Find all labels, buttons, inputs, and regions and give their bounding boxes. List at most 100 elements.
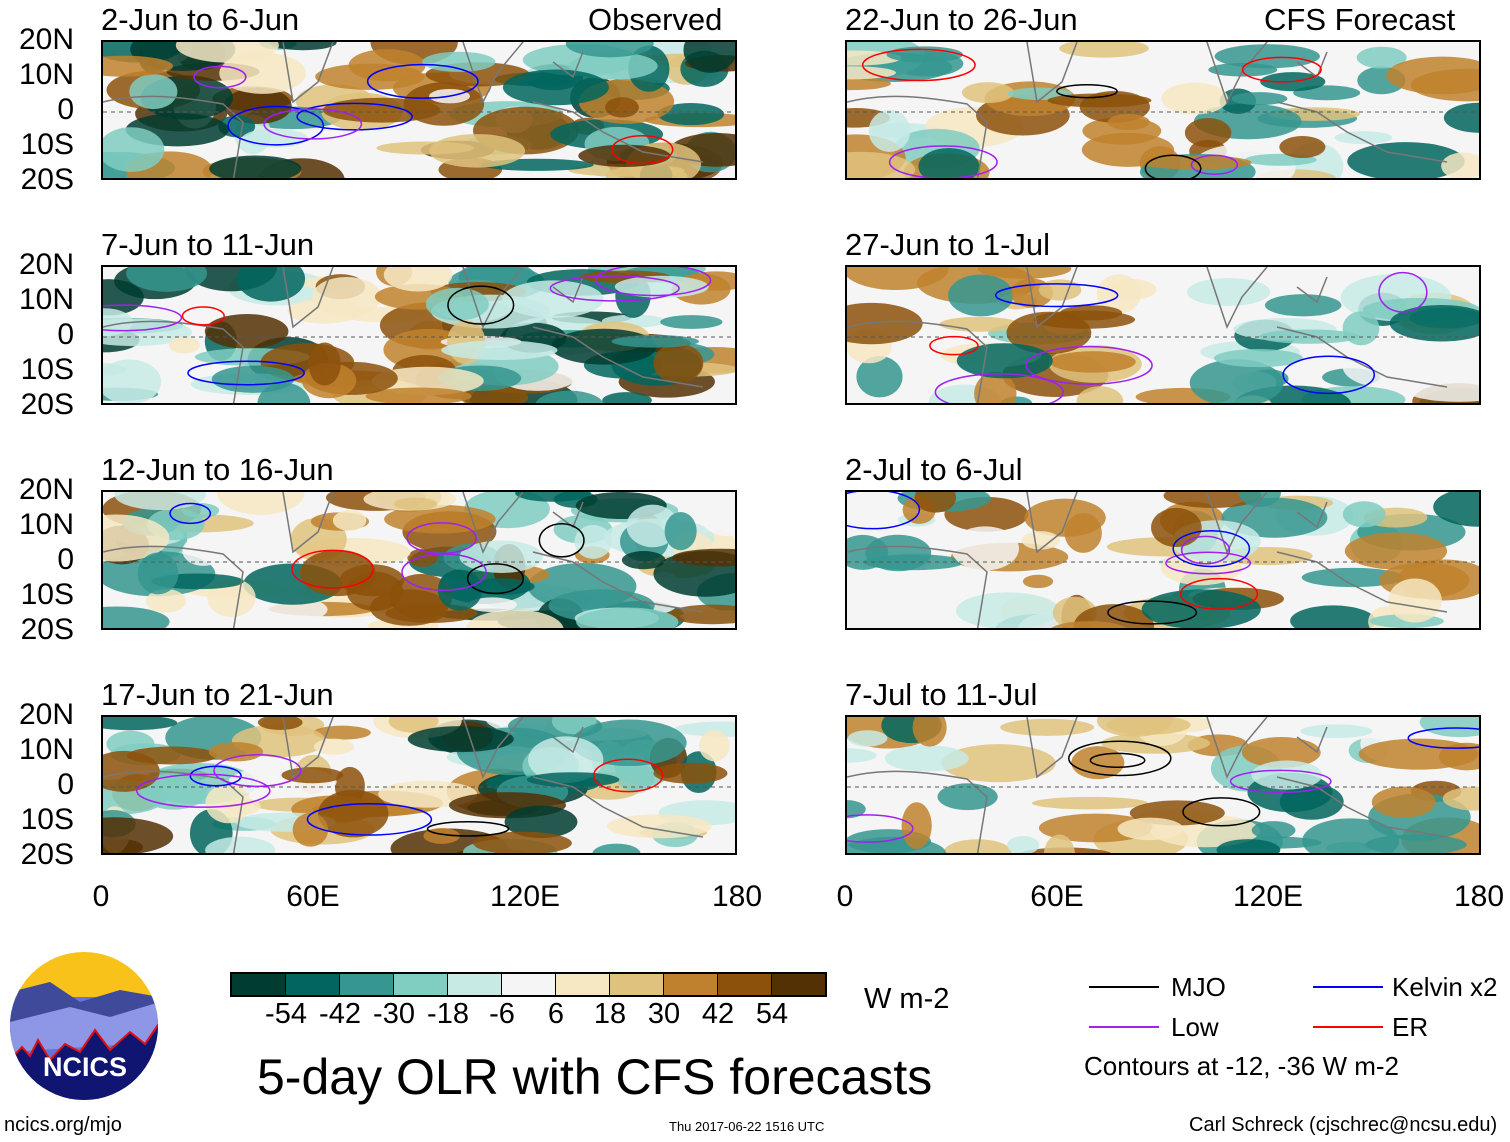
olr-field [103, 267, 735, 403]
olr-anomaly-blob [126, 267, 208, 292]
coastline [847, 42, 1448, 178]
colorbar-swatch [394, 974, 448, 995]
olr-anomaly-blob [941, 744, 1056, 783]
mjo-contour [426, 821, 510, 837]
colorbar-swatch [232, 974, 286, 995]
olr-anomaly-blob [943, 839, 1012, 853]
olr-anomaly-blob [175, 42, 279, 63]
lat-label: 10N [18, 58, 74, 91]
olr-anomaly-blob [616, 762, 656, 792]
kelvin-contour [994, 283, 1119, 308]
olr-anomaly-blob [393, 497, 438, 511]
lat-label: 10S [20, 128, 74, 161]
olr-anomaly-blob [1106, 717, 1191, 735]
olr-anomaly-blob [465, 609, 564, 628]
er-contour [181, 306, 225, 326]
colorbar-swatch [664, 974, 718, 995]
colorbar-swatch [340, 974, 394, 995]
olr-anomaly-blob [459, 540, 543, 573]
er-contour [1241, 56, 1322, 83]
olr-map-panel [101, 715, 737, 855]
olr-anomaly-blob [1186, 278, 1271, 306]
olr-anomaly-blob [683, 42, 735, 73]
olr-anomaly-blob [918, 147, 980, 178]
olr-map-panel [101, 40, 737, 180]
lat-label: 10N [18, 283, 74, 316]
colorbar-swatch [718, 974, 772, 995]
olr-anomaly-blob [242, 128, 308, 148]
olr-anomaly-blob [1251, 760, 1323, 790]
olr-anomaly-blob [611, 335, 699, 348]
olr-anomaly-blob [383, 267, 453, 292]
figure-title: 5-day OLR with CFS forecasts [257, 1049, 933, 1105]
coastline [847, 717, 1448, 853]
kelvin-contour [169, 502, 212, 525]
olr-anomaly-blob [535, 390, 604, 403]
olr-anomaly-blob [269, 42, 337, 51]
olr-anomaly-blob [1139, 155, 1252, 170]
mjo-contour [1144, 154, 1202, 178]
low-contour [193, 65, 247, 89]
olr-anomaly-blob [103, 55, 174, 77]
olr-anomaly-blob [103, 750, 160, 792]
olr-anomaly-blob [700, 499, 735, 537]
coastline [847, 267, 1448, 403]
olr-anomaly-blob [1433, 492, 1479, 527]
credit-text: Carl Schreck (cjschrec@ncsu.edu) [1189, 1114, 1498, 1136]
colorbar-swatch [448, 974, 502, 995]
olr-anomaly-blob [1258, 329, 1360, 344]
olr-anomaly-blob [1189, 359, 1284, 403]
colorbar-label: 42 [701, 998, 735, 1030]
olr-anomaly-blob [1163, 492, 1262, 508]
olr-anomaly-blob [884, 745, 969, 772]
coastline [103, 492, 704, 628]
olr-anomaly-blob [312, 276, 382, 317]
olr-anomaly-blob [332, 510, 367, 531]
olr-field [847, 717, 1479, 853]
coastline [103, 42, 704, 178]
olr-anomaly-blob [168, 336, 200, 354]
olr-anomaly-blob [865, 534, 932, 572]
mjo-contour [1056, 84, 1118, 99]
lat-label: 20N [18, 23, 74, 56]
colorbar-swatch [556, 974, 610, 995]
olr-anomaly-blob [460, 387, 529, 403]
olr-anomaly-blob [847, 800, 866, 819]
low-contour [213, 754, 302, 788]
olr-anomaly-blob [103, 127, 165, 172]
kelvin-contour [227, 105, 325, 146]
low-contour [406, 522, 477, 555]
er-contour [861, 48, 976, 82]
lat-label: 20N [18, 473, 74, 506]
olr-anomaly-blob [847, 748, 877, 763]
colorbar-label: -30 [373, 998, 415, 1030]
legend-kelvin-label: Kelvin x2 [1392, 972, 1498, 1002]
olr-anomaly-blob [308, 342, 341, 386]
olr-anomaly-blob [1006, 311, 1092, 355]
olr-anomaly-blob [318, 789, 389, 838]
olr-anomaly-blob [653, 762, 728, 784]
olr-anomaly-blob [948, 274, 1014, 317]
panel-title: 7-Jun to 11-Jun [101, 227, 315, 262]
olr-anomaly-blob [1279, 136, 1326, 159]
olr-anomaly-blob [466, 578, 535, 595]
olr-anomaly-blob [1161, 82, 1229, 115]
olr-anomaly-blob [208, 742, 264, 762]
legend-low-line [1089, 1026, 1159, 1028]
lat-label: 10S [20, 353, 74, 386]
lat-label: 20S [20, 388, 74, 421]
mjo-contour [1089, 752, 1146, 769]
colorbar-label: -54 [265, 998, 307, 1030]
panel-title: 2-Jun to 6-Jun [101, 2, 300, 37]
olr-anomaly-blob [371, 366, 484, 396]
kelvin-contour [187, 360, 305, 386]
kelvin-contour [366, 63, 479, 99]
olr-anomaly-blob [974, 371, 1017, 403]
olr-anomaly-blob [429, 134, 526, 168]
olr-anomaly-blob [528, 736, 604, 784]
lon-label: 60E [1030, 880, 1084, 913]
olr-anomaly-blob [146, 589, 187, 613]
olr-anomaly-blob [605, 97, 639, 118]
olr-anomaly-blob [951, 526, 1019, 571]
colorbar [230, 972, 827, 997]
